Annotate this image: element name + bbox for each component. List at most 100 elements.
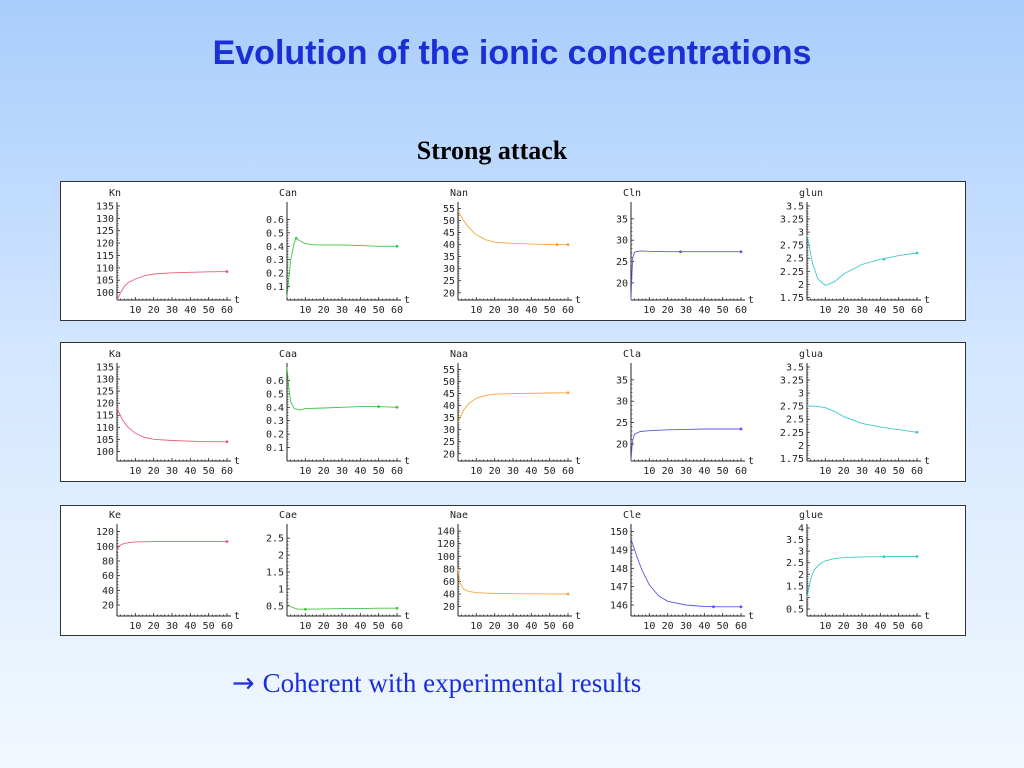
y-tick-label: 2.5 (786, 415, 804, 426)
x-tick-label: 50 (203, 621, 215, 632)
y-tick-label: 25 (616, 257, 628, 268)
y-tick-label: 100 (437, 552, 455, 563)
x-tick-label: 10 (129, 621, 141, 632)
y-tick-label: 20 (616, 278, 628, 289)
conclusion-text: → Coherent with experimental results (232, 668, 641, 699)
y-tick-label: 60 (102, 571, 114, 582)
x-tick-label: 30 (856, 621, 868, 632)
y-tick-label: 2 (798, 280, 804, 291)
y-tick-label: 147 (610, 582, 628, 593)
x-tick-label: 60 (562, 305, 574, 316)
y-tick-label: 2.75 (780, 402, 804, 413)
y-tick-label: 30 (616, 236, 628, 247)
data-point (739, 605, 743, 609)
y-tick-label: 2 (278, 551, 284, 562)
x-tick-label: 50 (373, 621, 385, 632)
y-tick-label: 20 (443, 449, 455, 460)
x-tick-label: 60 (221, 466, 233, 477)
x-tick-label: 20 (489, 466, 501, 477)
x-axis-label: t (575, 611, 581, 622)
x-tick-label: 40 (525, 621, 537, 632)
data-point (739, 427, 743, 431)
y-tick-label: 0.1 (266, 282, 284, 293)
series-line-Naa (457, 392, 569, 423)
series-line-Cln (630, 250, 741, 301)
x-tick-label: 20 (662, 466, 674, 477)
chart-title: Cln (623, 188, 641, 199)
x-tick-label: 10 (819, 305, 831, 316)
x-tick-label: 10 (819, 466, 831, 477)
x-tick-label: 50 (893, 621, 905, 632)
x-axis-label: t (234, 295, 240, 306)
x-tick-label: 20 (662, 305, 674, 316)
x-tick-label: 60 (391, 305, 403, 316)
y-tick-label: 55 (443, 365, 455, 376)
x-tick-label: 10 (819, 621, 831, 632)
series-line-Ke (116, 541, 227, 551)
x-tick-label: 50 (717, 621, 729, 632)
y-tick-label: 40 (443, 401, 455, 412)
x-tick-label: 20 (318, 621, 330, 632)
y-tick-label: 125 (96, 387, 114, 398)
x-tick-label: 60 (562, 466, 574, 477)
data-point (882, 555, 886, 559)
y-tick-label: 0.5 (266, 389, 284, 400)
data-point (395, 244, 399, 248)
y-tick-label: 120 (437, 539, 455, 550)
y-tick-label: 0.2 (266, 269, 284, 280)
series-line-glue (806, 556, 917, 598)
data-point (566, 243, 570, 246)
x-tick-label: 60 (221, 621, 233, 632)
y-tick-label: 30 (443, 425, 455, 436)
x-tick-label: 40 (525, 305, 537, 316)
y-tick-label: 120 (96, 399, 114, 410)
y-tick-label: 0.5 (266, 601, 284, 612)
x-tick-label: 30 (336, 466, 348, 477)
x-axis-label: t (748, 456, 754, 467)
x-tick-label: 50 (893, 466, 905, 477)
y-tick-label: 4 (798, 524, 804, 535)
series-line-Can (286, 237, 397, 298)
x-tick-label: 20 (318, 466, 330, 477)
x-tick-label: 30 (336, 305, 348, 316)
chart-title: Naa (450, 349, 468, 360)
y-tick-label: 2 (798, 570, 804, 581)
series-line-Ka (116, 407, 227, 443)
data-point (294, 236, 298, 240)
y-tick-label: 20 (443, 288, 455, 299)
chart-Can: Can t 10 20 30 40 50 60 0.1 0.2 0.3 0.4 0.5 0.6 (266, 188, 410, 316)
y-tick-label: 20 (443, 602, 455, 613)
x-tick-label: 30 (166, 466, 178, 477)
x-axis-label: t (404, 456, 410, 467)
y-tick-label: 120 (96, 527, 114, 538)
x-tick-label: 40 (698, 305, 710, 316)
y-tick-label: 3 (798, 547, 804, 558)
x-tick-label: 10 (470, 466, 482, 477)
x-tick-label: 10 (129, 305, 141, 316)
chart-Caa: Caa t 10 20 30 40 50 60 0.1 0.2 0.3 0.4 0.5 0.6 (266, 349, 410, 477)
x-axis-label: t (924, 295, 930, 306)
chart-panel-neuron: Kn t 10 20 30 40 50 60 100 105 110 115 120 125 130 135 C… (60, 181, 966, 321)
y-tick-label: 3.25 (780, 215, 804, 226)
x-tick-label: 40 (184, 621, 196, 632)
x-axis-label: t (575, 456, 581, 467)
chart-title: glun (799, 188, 823, 199)
y-tick-label: 0.3 (266, 416, 284, 427)
x-tick-label: 50 (373, 466, 385, 477)
y-tick-label: 135 (96, 363, 114, 374)
y-tick-label: 2.75 (780, 241, 804, 252)
series-line-Cle (630, 538, 741, 608)
y-tick-label: 1.5 (786, 581, 804, 592)
x-axis-label: t (404, 611, 410, 622)
data-point (395, 405, 399, 409)
y-tick-label: 1.5 (266, 568, 284, 579)
series-line-glun (806, 234, 918, 286)
y-tick-label: 0.1 (266, 443, 284, 454)
y-tick-label: 40 (443, 590, 455, 601)
y-tick-label: 149 (610, 546, 628, 557)
chart-title: Cae (279, 510, 297, 521)
